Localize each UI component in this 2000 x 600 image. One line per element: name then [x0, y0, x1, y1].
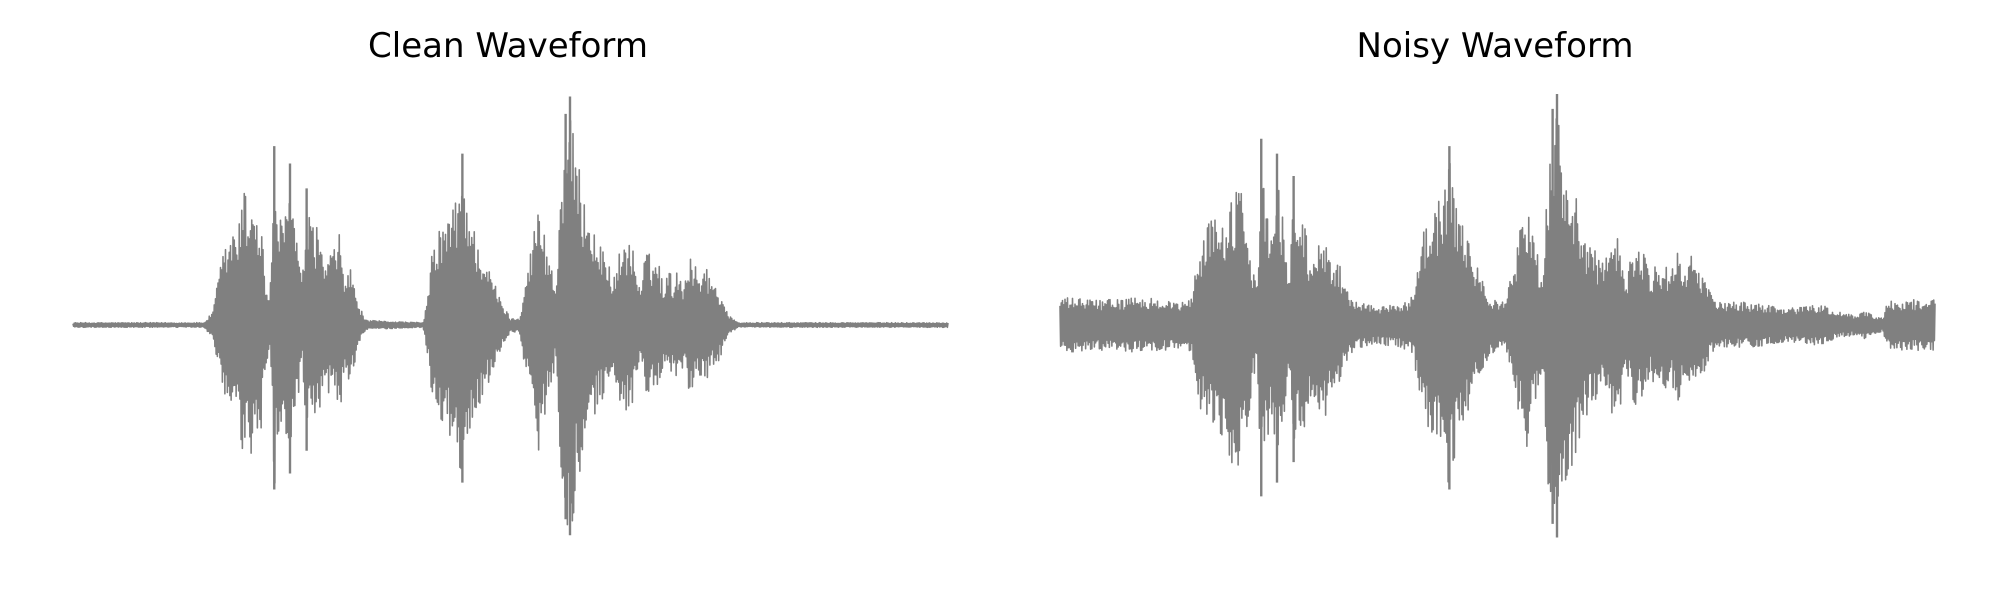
noisy-waveform-panel: Noisy Waveform: [1059, 26, 1936, 538]
clean-waveform-plot: [72, 96, 949, 536]
noisy-waveform-title: Noisy Waveform: [1357, 26, 1634, 66]
clean-waveform-panel: Clean Waveform: [72, 26, 949, 536]
clean-waveform-title: Clean Waveform: [368, 26, 648, 66]
noisy-waveform-plot: [1059, 93, 1936, 538]
waveform-series-line: [72, 120, 949, 526]
waveform-series-line: [1059, 118, 1936, 517]
